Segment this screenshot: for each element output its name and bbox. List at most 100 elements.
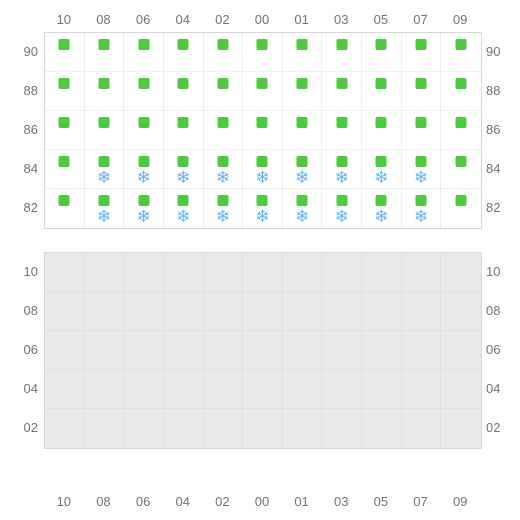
grid-cell[interactable] xyxy=(45,253,85,292)
grid-cell[interactable]: ❄ xyxy=(243,189,283,228)
grid-cell[interactable] xyxy=(45,150,85,189)
grid-cell[interactable] xyxy=(362,370,402,409)
grid-cell[interactable] xyxy=(124,253,164,292)
grid-cell[interactable]: ❄ xyxy=(85,150,125,189)
grid-cell[interactable] xyxy=(402,292,442,331)
grid-cell[interactable] xyxy=(204,33,244,72)
grid-cell[interactable] xyxy=(402,72,442,111)
grid-cell[interactable] xyxy=(283,409,323,448)
grid-cell[interactable] xyxy=(362,253,402,292)
grid-cell[interactable] xyxy=(322,72,362,111)
grid-cell[interactable] xyxy=(85,253,125,292)
grid-cell[interactable] xyxy=(204,72,244,111)
grid-cell[interactable] xyxy=(124,331,164,370)
grid-cell[interactable] xyxy=(204,292,244,331)
grid-cell[interactable] xyxy=(124,370,164,409)
grid-cell[interactable] xyxy=(164,331,204,370)
grid-cell[interactable] xyxy=(124,409,164,448)
grid-cell[interactable]: ❄ xyxy=(124,150,164,189)
grid-cell[interactable] xyxy=(283,292,323,331)
grid-cell[interactable] xyxy=(45,189,85,228)
grid-cell[interactable] xyxy=(283,253,323,292)
grid-cell[interactable] xyxy=(85,409,125,448)
grid-cell[interactable] xyxy=(402,253,442,292)
grid-cell[interactable] xyxy=(164,111,204,150)
grid-cell[interactable] xyxy=(164,409,204,448)
grid-cell[interactable] xyxy=(283,111,323,150)
grid-cell[interactable] xyxy=(243,72,283,111)
grid-cell[interactable] xyxy=(402,331,442,370)
grid-cell[interactable] xyxy=(45,33,85,72)
grid-cell[interactable]: ❄ xyxy=(124,189,164,228)
grid-cell[interactable] xyxy=(322,111,362,150)
grid-cell[interactable] xyxy=(322,409,362,448)
grid-cell[interactable] xyxy=(441,331,481,370)
grid-cell[interactable] xyxy=(322,33,362,72)
grid-cell[interactable] xyxy=(45,370,85,409)
grid-cell[interactable]: ❄ xyxy=(164,189,204,228)
grid-cell[interactable] xyxy=(85,111,125,150)
grid-cell[interactable] xyxy=(85,72,125,111)
grid-cell[interactable] xyxy=(441,150,481,189)
grid-cell[interactable] xyxy=(362,409,402,448)
grid-cell[interactable] xyxy=(243,33,283,72)
grid-cell[interactable] xyxy=(441,33,481,72)
grid-cell[interactable] xyxy=(441,292,481,331)
grid-cell[interactable] xyxy=(164,370,204,409)
grid-cell[interactable] xyxy=(243,331,283,370)
grid-cell[interactable] xyxy=(441,253,481,292)
grid-cell[interactable]: ❄ xyxy=(283,150,323,189)
grid-cell[interactable]: ❄ xyxy=(164,150,204,189)
grid-cell[interactable] xyxy=(243,292,283,331)
grid-cell[interactable] xyxy=(283,331,323,370)
grid-cell[interactable] xyxy=(441,189,481,228)
grid-cell[interactable] xyxy=(85,331,125,370)
grid-cell[interactable] xyxy=(441,409,481,448)
grid-cell[interactable] xyxy=(85,33,125,72)
grid-cell[interactable] xyxy=(243,370,283,409)
grid-cell[interactable] xyxy=(322,331,362,370)
grid-cell[interactable]: ❄ xyxy=(204,150,244,189)
grid-cell[interactable] xyxy=(204,409,244,448)
grid-cell[interactable]: ❄ xyxy=(402,150,442,189)
grid-cell[interactable] xyxy=(441,72,481,111)
grid-cell[interactable] xyxy=(204,111,244,150)
grid-cell[interactable] xyxy=(441,111,481,150)
grid-cell[interactable] xyxy=(283,370,323,409)
grid-cell[interactable] xyxy=(402,111,442,150)
grid-cell[interactable] xyxy=(402,33,442,72)
grid-cell[interactable] xyxy=(362,72,402,111)
grid-cell[interactable]: ❄ xyxy=(362,189,402,228)
grid-cell[interactable] xyxy=(283,33,323,72)
grid-cell[interactable] xyxy=(243,409,283,448)
grid-cell[interactable]: ❄ xyxy=(322,150,362,189)
grid-cell[interactable]: ❄ xyxy=(243,150,283,189)
grid-cell[interactable] xyxy=(124,33,164,72)
grid-cell[interactable]: ❄ xyxy=(322,189,362,228)
grid-cell[interactable] xyxy=(45,111,85,150)
grid-cell[interactable] xyxy=(362,33,402,72)
grid-cell[interactable] xyxy=(204,253,244,292)
grid-cell[interactable] xyxy=(164,33,204,72)
grid-cell[interactable] xyxy=(85,370,125,409)
grid-cell[interactable] xyxy=(45,292,85,331)
grid-cell[interactable] xyxy=(243,111,283,150)
grid-cell[interactable] xyxy=(322,292,362,331)
grid-cell[interactable] xyxy=(164,253,204,292)
grid-cell[interactable] xyxy=(402,370,442,409)
grid-cell[interactable] xyxy=(164,292,204,331)
grid-cell[interactable]: ❄ xyxy=(204,189,244,228)
grid-cell[interactable] xyxy=(45,409,85,448)
grid-cell[interactable] xyxy=(45,331,85,370)
grid-cell[interactable] xyxy=(204,331,244,370)
grid-cell[interactable]: ❄ xyxy=(362,150,402,189)
grid-cell[interactable] xyxy=(362,111,402,150)
grid-cell[interactable] xyxy=(283,72,323,111)
grid-cell[interactable]: ❄ xyxy=(402,189,442,228)
grid-cell[interactable] xyxy=(124,292,164,331)
grid-cell[interactable] xyxy=(124,111,164,150)
grid-cell[interactable] xyxy=(243,253,283,292)
grid-cell[interactable]: ❄ xyxy=(283,189,323,228)
grid-cell[interactable] xyxy=(362,331,402,370)
grid-cell[interactable] xyxy=(402,409,442,448)
